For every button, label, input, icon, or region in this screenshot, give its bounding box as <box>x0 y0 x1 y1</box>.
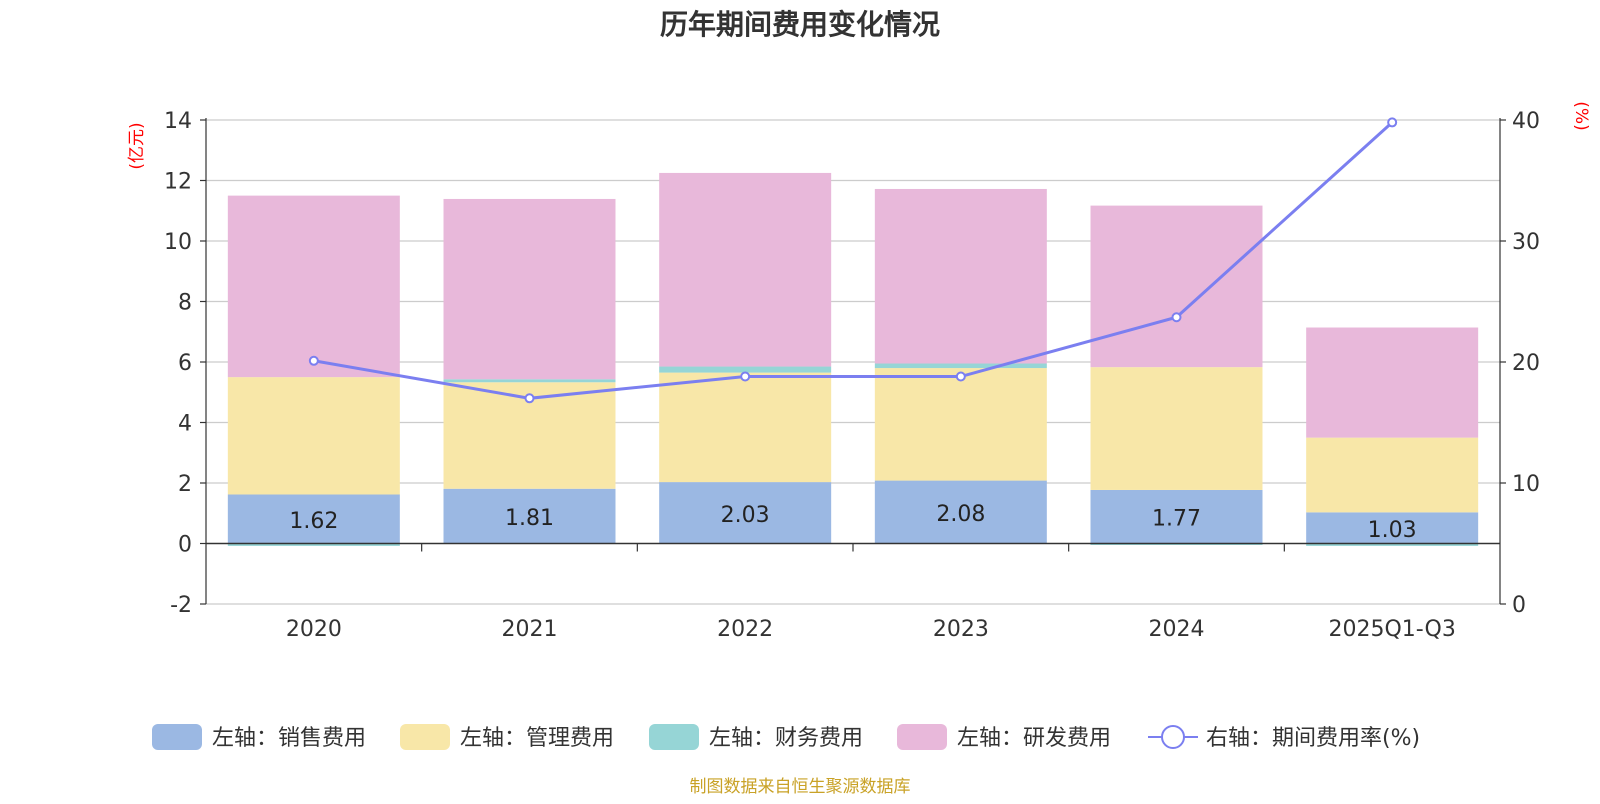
category-label: 2024 <box>1149 617 1205 642</box>
right-tick-label: 0 <box>1512 593 1526 618</box>
bar-segment <box>227 195 400 378</box>
left-tick-label: 14 <box>164 109 192 134</box>
right-tick-label: 30 <box>1512 230 1540 255</box>
bar-segment <box>874 480 1047 544</box>
left-tick-label: 12 <box>164 170 192 195</box>
left-tick-label: 10 <box>164 230 192 255</box>
bar-segment <box>659 482 832 544</box>
category-label: 2021 <box>502 617 558 642</box>
category-label: 2022 <box>717 617 773 642</box>
legend-swatch[interactable] <box>649 724 699 750</box>
bar-segment <box>1306 327 1479 438</box>
data-label: 2.03 <box>721 503 770 528</box>
category-label: 2025Q1-Q3 <box>1328 617 1455 642</box>
bars-layer <box>227 172 1479 546</box>
line-layer <box>308 117 1398 404</box>
legend-marker[interactable] <box>1161 725 1185 749</box>
data-label: 1.62 <box>289 509 338 534</box>
right-tick-label: 20 <box>1512 351 1540 376</box>
bar-segment <box>659 366 832 373</box>
legend-swatch[interactable] <box>152 724 202 750</box>
left-tick-label: 2 <box>178 472 192 497</box>
category-label: 2020 <box>286 617 342 642</box>
rate-point <box>524 393 535 404</box>
source-note: 制图数据来自恒生聚源数据库 <box>690 777 911 797</box>
legend-label[interactable]: 左轴：财务费用 <box>709 726 863 751</box>
legend-swatch[interactable] <box>400 724 450 750</box>
bar-segment <box>1306 512 1479 544</box>
bar-segment <box>1090 367 1263 490</box>
rate-point <box>955 371 966 382</box>
left-tick-label: -2 <box>170 593 192 618</box>
bar-segment <box>443 488 616 544</box>
left-tick-label: 0 <box>178 533 192 558</box>
right-tick-label: 10 <box>1512 472 1540 497</box>
labels-layer: 1.62 1.81 2.03 2.08 1.77 1.03 <box>289 502 1416 543</box>
legend: 左轴：销售费用 左轴：管理费用 左轴：财务费用 左轴：研发费用 右轴：期间费用率(%) <box>152 724 1420 751</box>
bar-segment <box>874 368 1047 481</box>
bar-segment <box>227 377 400 495</box>
left-tick-label: 6 <box>178 351 192 376</box>
legend-label[interactable]: 左轴：管理费用 <box>460 726 614 751</box>
rate-point <box>740 371 751 382</box>
grid-layer <box>206 119 1500 605</box>
legend-label[interactable]: 右轴：期间费用率(%) <box>1206 726 1420 751</box>
bar-segment <box>1090 205 1263 368</box>
legend-swatch[interactable] <box>897 724 947 750</box>
data-label: 1.77 <box>1152 507 1201 532</box>
bar-segment <box>659 172 832 367</box>
category-label: 2023 <box>933 617 989 642</box>
data-label: 1.81 <box>505 506 554 531</box>
data-label: 1.03 <box>1368 518 1417 543</box>
chart-title: 历年期间费用变化情况 <box>660 8 940 41</box>
bar-segment <box>1306 543 1479 546</box>
rate-point <box>1171 312 1182 323</box>
bar-segment <box>1090 489 1263 544</box>
bar-segment <box>874 363 1047 369</box>
right-axis-unit: (%) <box>1571 101 1591 130</box>
bar-segment <box>227 543 400 546</box>
rate-point <box>1387 117 1398 128</box>
bar-segment <box>874 188 1047 364</box>
bar-segment <box>1090 543 1263 545</box>
left-tick-label: 8 <box>178 291 192 316</box>
axes-layer: -2 0 2 4 6 8 10 12 14 0 10 20 30 40 2020 2021 2022 2023 20… <box>164 109 1540 642</box>
rate-line <box>313 121 1394 400</box>
right-tick-label: 40 <box>1512 109 1540 134</box>
data-label: 2.08 <box>936 502 985 527</box>
left-tick-label: 4 <box>178 412 192 437</box>
bar-segment <box>1306 437 1479 513</box>
legend-label[interactable]: 左轴：研发费用 <box>957 726 1111 751</box>
left-axis-unit: (亿元) <box>127 122 147 169</box>
bar-segment <box>443 379 616 383</box>
rate-point <box>308 355 319 366</box>
bar-segment <box>443 198 616 380</box>
bar-segment <box>659 372 832 483</box>
bar-segment <box>227 494 400 544</box>
legend-label[interactable]: 左轴：销售费用 <box>212 726 366 751</box>
